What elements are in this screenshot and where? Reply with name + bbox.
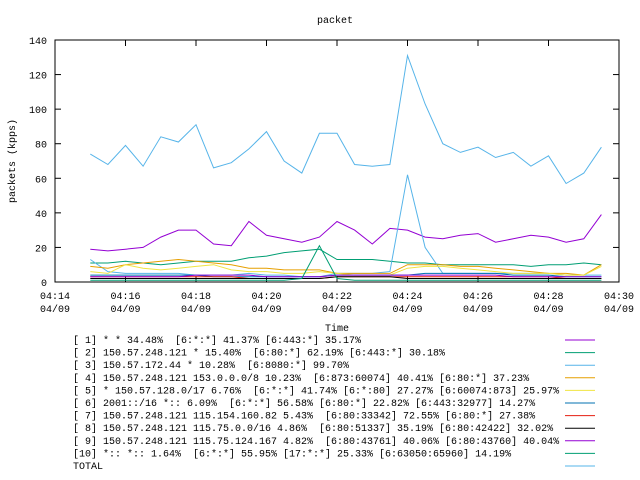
chart-title: packet: [317, 15, 353, 27]
legend-label: [ 3] 150.57.172.44 * 10.28% [6:8080:*] 9…: [73, 360, 349, 372]
legend-label: [ 7] 150.57.248.121 115.154.160.82 5.43%…: [73, 411, 535, 423]
series-line: [90, 214, 602, 252]
series-line: [90, 264, 602, 276]
plot-border: [54, 39, 620, 283]
x-tick-label: 04:18 04/09: [181, 292, 211, 316]
series-line: [90, 244, 602, 281]
y-tick-label: 20: [35, 244, 47, 255]
series-line: [90, 248, 602, 267]
y-axis-label: packets (kpps): [7, 119, 19, 203]
x-tick-label: 04:20 04/09: [251, 292, 281, 316]
legend-label: TOTAL: [73, 462, 103, 473]
series-line: [90, 274, 602, 278]
x-tick-label: 04:22 04/09: [322, 292, 352, 316]
y-tick-label: 80: [35, 141, 47, 152]
x-tick-label: 04:16 04/09: [110, 292, 140, 316]
x-tick-label: 04:24 04/09: [392, 292, 422, 316]
y-tick-label: 140: [29, 37, 47, 48]
legend-label: [ 6] 2001::/16 *:: 6.09% [6:*:*] 56.58% …: [73, 398, 535, 410]
legend-label: [ 1] * * 34.48% [6:*:*] 41.37% [6:443:*]…: [73, 335, 361, 347]
legend-label: [ 8] 150.57.248.121 115.75.0.0/16 4.86% …: [73, 423, 553, 435]
x-tick-label: 04:30 04/09: [604, 292, 634, 316]
series-line: [90, 276, 602, 279]
series-line: [90, 53, 602, 185]
y-tick-label: 40: [35, 210, 47, 221]
legend-label: [ 2] 150.57.248.121 * 15.40% [6:80:*] 62…: [73, 348, 445, 360]
y-tick-label: 100: [29, 106, 47, 117]
legend-label: [ 4] 150.57.248.121 153.0.0.0/8 10.23% […: [73, 373, 529, 385]
legend-label: [10] *:: *:: 1.64% [6:*:*] 55.95% [17:*:…: [73, 448, 511, 460]
y-tick-label: 60: [35, 175, 47, 186]
x-tick-label: 04:14 04/09: [40, 292, 70, 316]
x-tick-label: 04:26 04/09: [463, 292, 493, 316]
legend-label: [ 9] 150.57.248.121 115.75.124.167 4.82%…: [73, 436, 559, 448]
y-tick-label: 0: [41, 279, 47, 290]
x-axis-label: Time: [325, 323, 349, 335]
legend-label: [ 5] * 150.57.128.0/17 6.76% [6:*:*] 41.…: [73, 385, 559, 397]
series-line: [90, 258, 602, 276]
y-tick-label: 120: [29, 72, 47, 83]
x-tick-label: 04:28 04/09: [533, 292, 563, 316]
